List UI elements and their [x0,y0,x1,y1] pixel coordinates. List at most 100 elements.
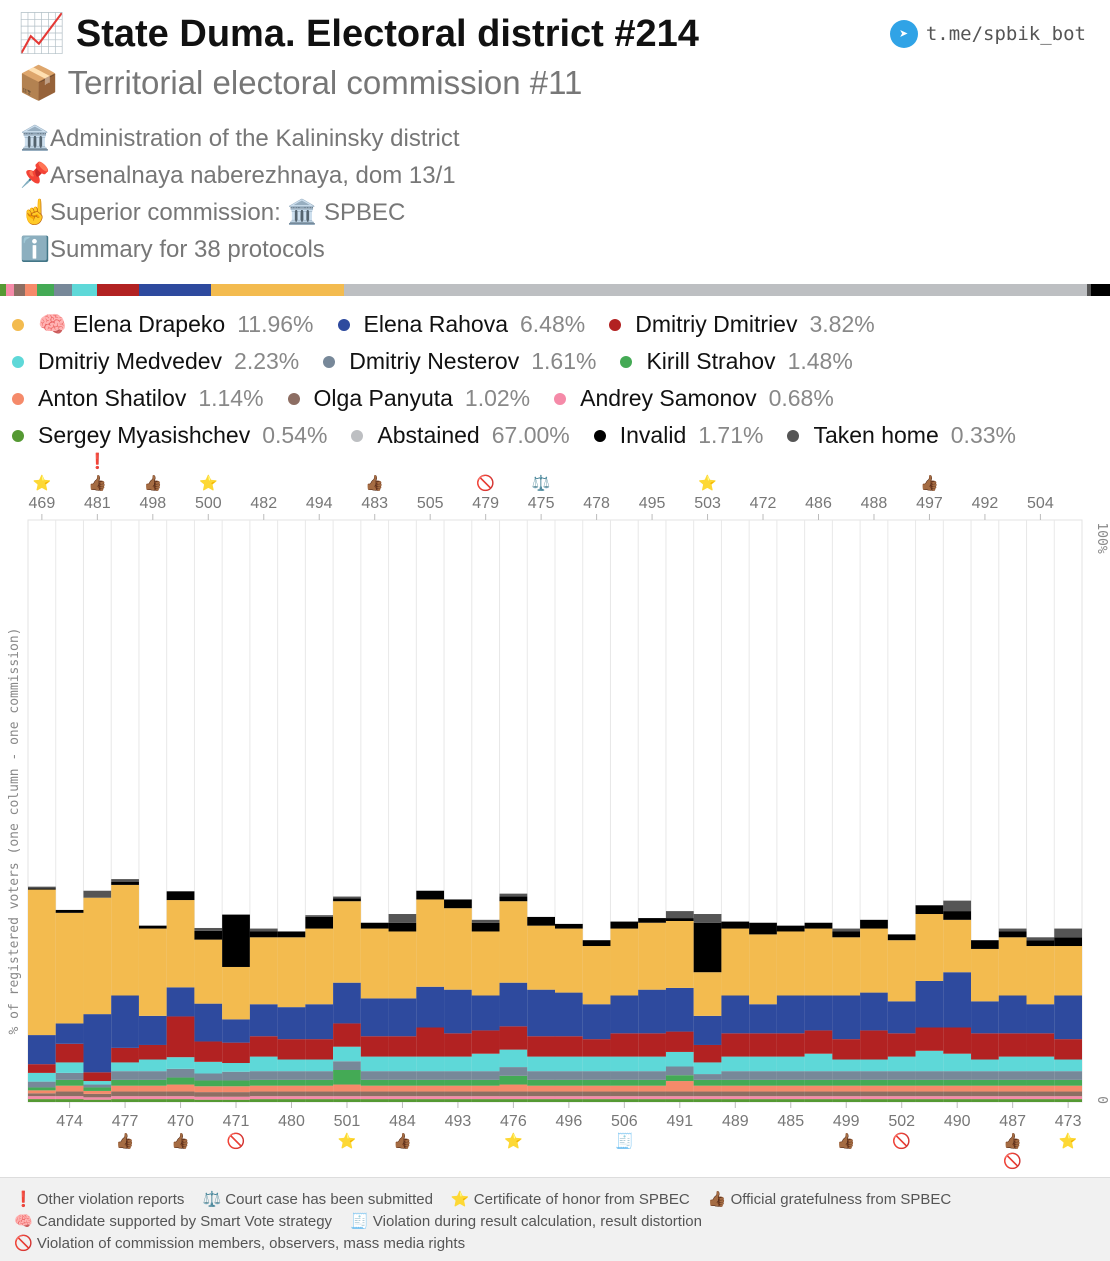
legend-name: Andrey Samonov [580,385,757,411]
bar-segment [638,1091,666,1097]
bar-segment [1026,1071,1055,1080]
bar-segment [194,1080,223,1087]
x-tick-label: 490 [944,1113,971,1130]
bar-segment [222,1096,250,1100]
bar-segment [915,905,944,915]
bar-segment [693,1099,722,1102]
bar-segment [527,1096,555,1100]
bar-segment [804,995,833,1031]
legend-name: Dmitriy Medvedev [38,348,223,374]
bar-segment [83,1084,112,1088]
bar-segment [943,1085,972,1092]
bar-segment [887,1071,916,1080]
bar-segment [749,1099,777,1102]
legend-item[interactable]: Taken home 0.33% [787,422,1016,449]
legend-item[interactable]: Invalid 1.71% [593,422,763,449]
bar-segment [860,919,888,929]
bar-segment [249,1099,278,1102]
bar-segment [277,1085,306,1092]
bar-segment [499,893,528,897]
bar-segment [277,1039,306,1060]
legend-swatch [554,392,567,405]
bar-segment [582,940,611,947]
bar-segment [998,1056,1027,1072]
bar-segment [471,931,500,996]
legend-item[interactable]: Elena Rahova 6.48% [337,311,585,338]
bar-segment [360,922,389,929]
bar-segment [55,1023,84,1044]
legend-percent: 1.14% [198,385,264,411]
bar-segment [971,1085,999,1092]
legend-item[interactable]: Sergey Myasishchev 0.54% [12,422,327,449]
bar-segment [665,1051,694,1067]
bar-segment [555,1099,583,1102]
footer-text: Certificate of honor from SPBEC [473,1191,690,1208]
bar-segment [749,1004,777,1034]
legend-swatch [12,355,24,368]
bar-segment [527,989,555,1037]
bar-segment [887,940,916,1002]
bar-segment [166,1016,195,1058]
bar-segment [998,1071,1027,1080]
bar-segment [721,1091,750,1097]
bar-segment [887,1099,916,1102]
bar-segment [194,939,223,1004]
bar-segment [665,1096,694,1100]
legend-item[interactable]: 🧠 Elena Drapeko 11.96% [12,311,314,338]
bar-segment [860,1099,888,1102]
info-superior[interactable]: ☝️Superior commission: 🏛️ SPBEC [20,199,406,226]
bar-segment [749,1096,777,1100]
bar-segment [860,1079,888,1086]
legend-item[interactable]: Dmitriy Dmitriev 3.82% [609,311,875,338]
x-tick-label: 482 [250,495,277,512]
bar-segment [610,928,639,996]
bar-segment [111,879,139,883]
bar-segment [305,1039,334,1060]
bar-segment [305,1059,334,1072]
bar-segment [360,1099,389,1102]
bar-segment [776,925,805,932]
x-tick-label: 489 [722,1113,749,1130]
bar-segment [1026,1033,1055,1057]
x-tick-label: 497 [916,495,943,512]
legend-name: Olga Panyuta [313,385,453,411]
bar-segment [416,899,445,987]
bar-segment [721,1071,750,1080]
bar-segment [249,1071,278,1080]
bar-segment [111,1085,139,1092]
bar-segment [499,1067,528,1076]
mark-thumb-icon: 👍🏾 [920,474,939,492]
bar-segment [277,1096,306,1100]
package-icon: 📦 [18,64,60,101]
legend-item[interactable]: Kirill Strahov 1.48% [620,348,853,375]
bar-segment [721,1096,750,1100]
telegram-handle[interactable]: t.me/spbik_bot [925,23,1086,45]
bar-segment [638,918,666,923]
legend-item[interactable]: Dmitriy Medvedev 2.23% [12,348,299,375]
bar-segment [832,1079,861,1086]
bar-segment [83,1093,112,1098]
bar-segment [499,901,528,983]
legend-item[interactable]: Anton Shatilov 1.14% [12,385,264,412]
bar-segment [971,1099,999,1102]
footer-item: 👍🏾 Official gratefulness from SPBEC [708,1191,952,1208]
bar-segment [277,1059,306,1072]
bar-segment [749,934,777,1005]
legend-percent: 0.54% [262,422,328,448]
bar-segment [471,1053,500,1072]
legend-item[interactable]: Abstained 67.00% [351,422,570,449]
bar-segment [222,1042,250,1064]
legend-item[interactable]: Andrey Samonov 0.68% [554,385,834,412]
telegram-link[interactable]: ➤ t.me/spbik_bot [889,20,1086,48]
bar-segment [915,1079,944,1086]
x-tick-label: 506 [611,1113,638,1130]
bar-segment [360,1056,389,1072]
bar-segment [444,1071,472,1080]
bar-segment [804,922,833,929]
legend-percent: 1.02% [464,385,531,411]
bar-segment [471,1099,500,1102]
bar-segment [721,1033,750,1057]
bar-segment [1054,995,1082,1040]
legend-item[interactable]: Olga Panyuta 1.02% [287,385,531,412]
legend-item[interactable]: Dmitriy Nesterov 1.61% [323,348,596,375]
